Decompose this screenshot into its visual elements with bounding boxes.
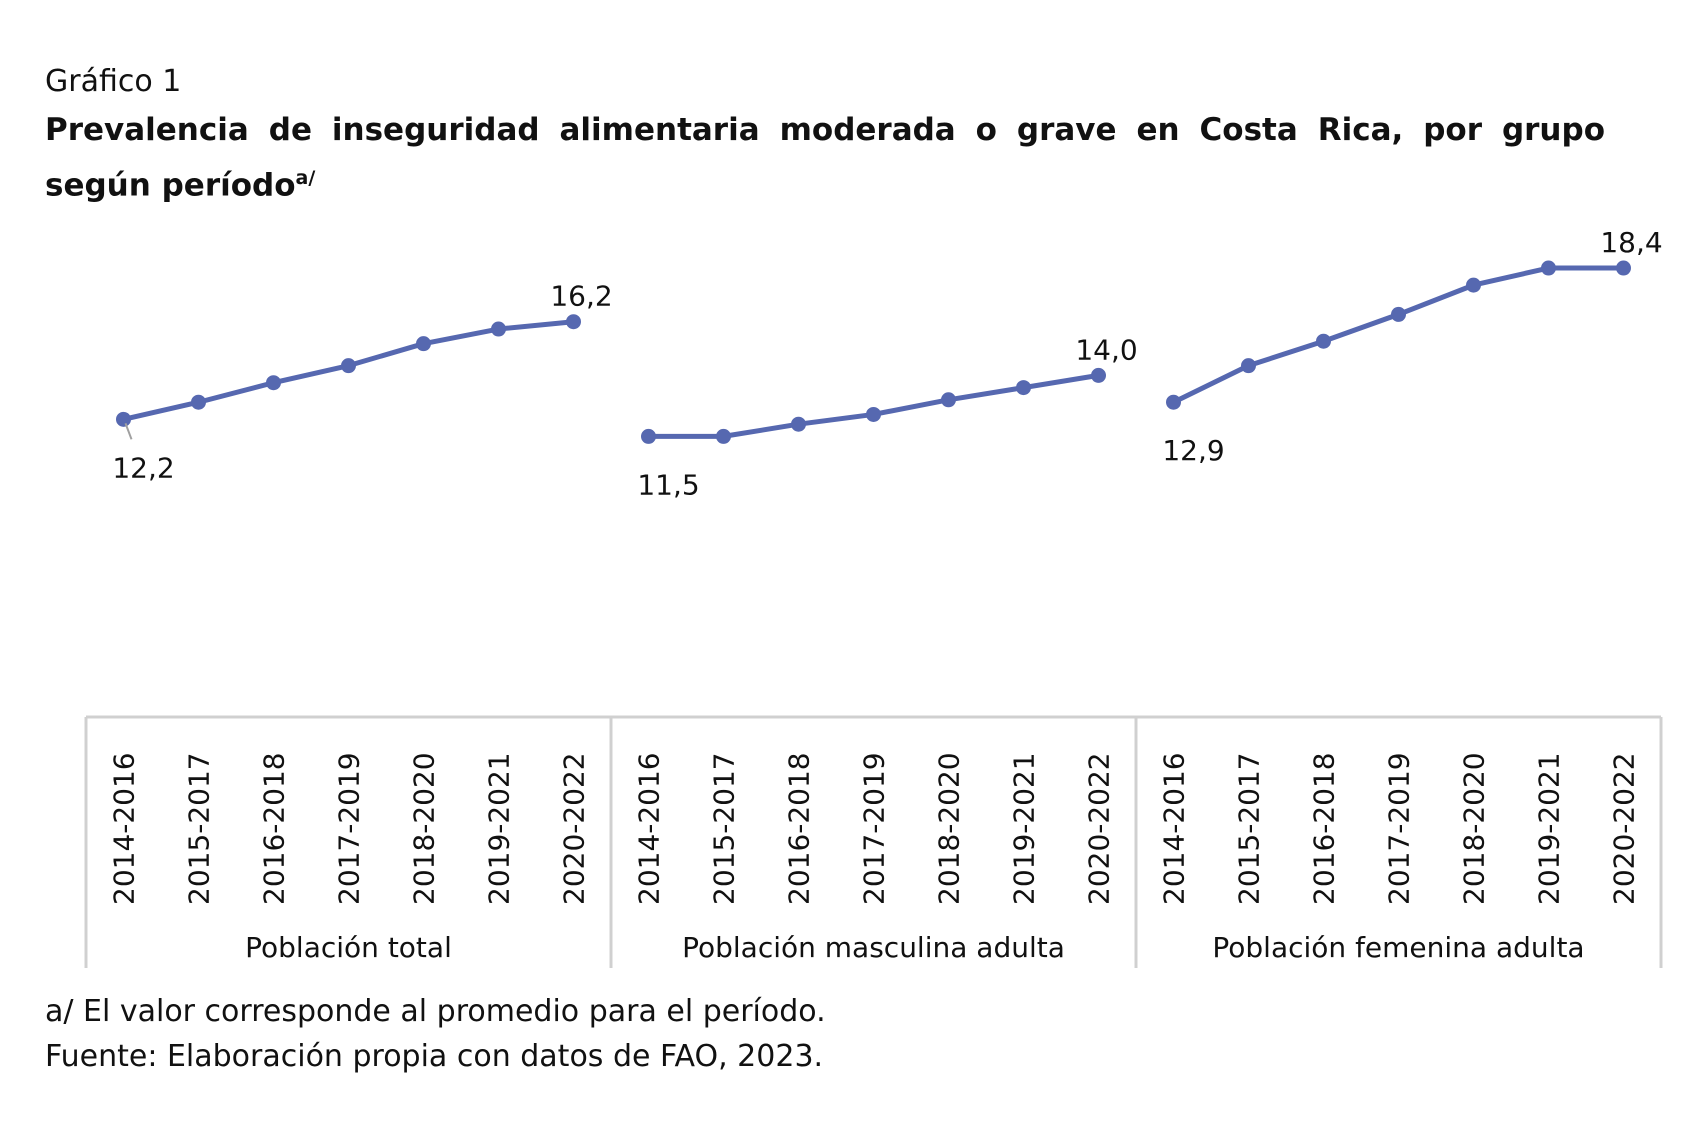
x-tick-label: 2017-2019: [1383, 752, 1416, 905]
data-label: 18,4: [1600, 226, 1662, 259]
series-line-1: [648, 372, 1099, 439]
data-point: [1241, 358, 1256, 374]
data-point: [716, 428, 731, 444]
data-point: [191, 394, 206, 410]
x-tick-label: 2017-2019: [858, 752, 891, 905]
data-label: 11,5: [637, 468, 699, 501]
x-tick-label: 2015-2017: [708, 752, 741, 905]
x-tick-label: 2015-2017: [1233, 752, 1266, 905]
data-point: [641, 428, 656, 444]
data-point: [491, 321, 506, 337]
data-point: [866, 406, 881, 422]
x-tick-label: 2014-2016: [633, 752, 666, 905]
x-tick-label: 2014-2016: [1158, 752, 1191, 905]
x-tick-label: 2016-2018: [258, 752, 291, 905]
x-tick-label: 2018-2020: [933, 752, 966, 905]
data-point: [1391, 306, 1406, 322]
x-tick-label: 2016-2018: [1308, 752, 1341, 905]
data-point: [1166, 394, 1181, 410]
group-label: Población femenina adulta: [1212, 931, 1584, 964]
chart-title: Prevalencia de inseguridad alimentaria m…: [45, 106, 1605, 209]
chart-title-text: Prevalencia de inseguridad alimentaria m…: [45, 112, 1605, 204]
series-line-2: [1172, 265, 1624, 405]
data-point: [341, 358, 356, 374]
data-point: [116, 411, 131, 427]
x-tick-label: 2020-2022: [1083, 752, 1116, 905]
x-tick-label: 2016-2018: [783, 752, 816, 905]
x-tick-label: 2014-2016: [108, 752, 141, 905]
data-label: 14,0: [1075, 333, 1137, 366]
x-tick-label: 2019-2021: [483, 752, 516, 905]
data-point: [566, 314, 581, 330]
data-label: 12,9: [1162, 434, 1224, 467]
x-tick-label: 2018-2020: [1458, 752, 1491, 905]
data-point: [1466, 277, 1481, 293]
data-point: [941, 392, 956, 408]
x-tick-label: 2015-2017: [183, 752, 216, 905]
data-point: [1316, 333, 1331, 349]
x-tick-label: 2019-2021: [1008, 752, 1041, 905]
x-tick-label: 2020-2022: [1608, 752, 1641, 905]
data-point: [1541, 260, 1556, 276]
data-point: [1016, 380, 1031, 396]
data-point: [416, 336, 431, 352]
x-tick-label: 2018-2020: [408, 752, 441, 905]
x-tick-label: 2017-2019: [333, 752, 366, 905]
group-label: Población total: [245, 931, 452, 964]
title-footnote-marker: a/: [295, 167, 316, 189]
footnote: a/ El valor corresponde al promedio para…: [45, 994, 826, 1029]
data-point: [266, 375, 281, 391]
data-point: [1091, 367, 1106, 383]
data-point: [791, 416, 806, 432]
group-label: Población masculina adulta: [682, 931, 1065, 964]
x-tick-label: 2019-2021: [1533, 752, 1566, 905]
data-label: 16,2: [550, 280, 612, 313]
x-tick-label: 2020-2022: [558, 752, 591, 905]
data-label: 12,2: [112, 451, 174, 484]
leader-line: [124, 422, 133, 440]
chart-kicker: Gráfico 1: [45, 64, 182, 99]
source-note: Fuente: Elaboración propia con datos de …: [45, 1039, 824, 1074]
data-point: [1616, 260, 1631, 276]
